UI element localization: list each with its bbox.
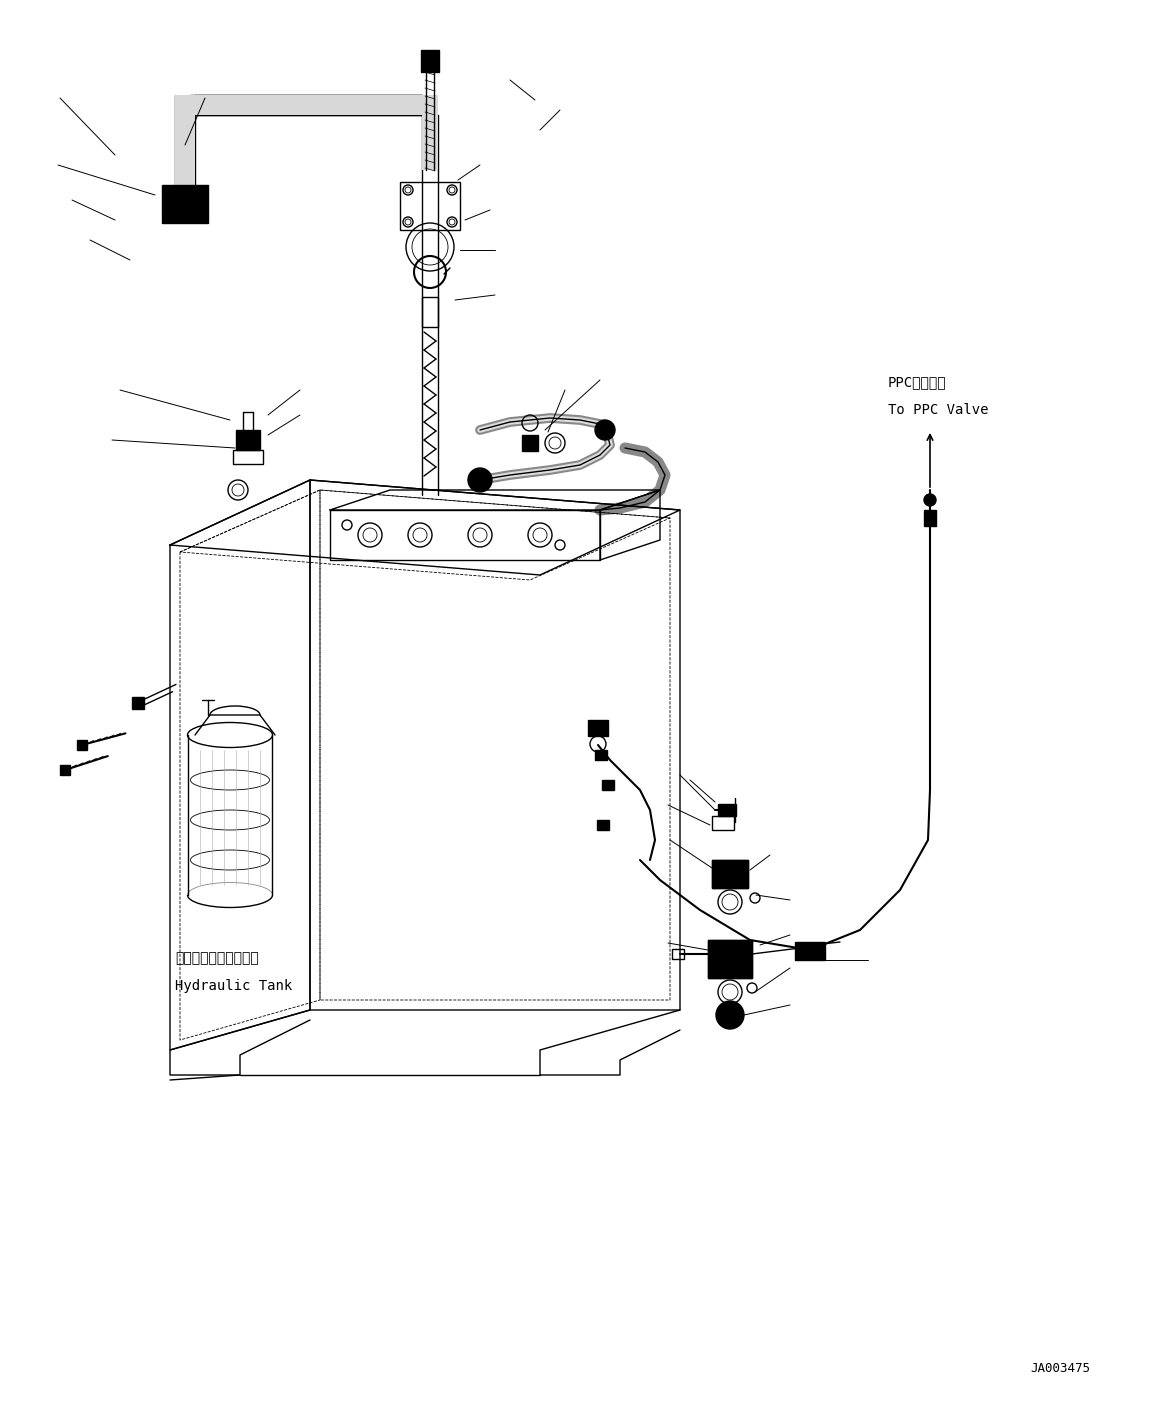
Bar: [131, 697, 144, 708]
Bar: [708, 940, 752, 978]
Text: PPCバルブへ: PPCバルブへ: [889, 375, 947, 389]
Bar: [422, 297, 438, 327]
Circle shape: [468, 468, 492, 492]
Bar: [595, 749, 607, 759]
Polygon shape: [195, 95, 438, 115]
Circle shape: [595, 420, 615, 440]
Bar: [597, 820, 609, 830]
Bar: [588, 720, 608, 737]
Bar: [712, 816, 734, 830]
Text: To PPC Valve: To PPC Valve: [889, 403, 989, 417]
Bar: [400, 182, 461, 230]
Text: ハイドロリックタンク: ハイドロリックタンク: [174, 952, 258, 964]
Bar: [718, 805, 736, 816]
Circle shape: [716, 1001, 744, 1029]
Bar: [60, 765, 70, 775]
Bar: [712, 860, 748, 888]
Bar: [236, 430, 261, 450]
Bar: [795, 942, 825, 960]
Text: Hydraulic Tank: Hydraulic Tank: [174, 978, 292, 993]
Bar: [162, 185, 208, 223]
Polygon shape: [422, 115, 438, 170]
Bar: [421, 49, 438, 72]
Bar: [672, 949, 684, 959]
Text: JA003475: JA003475: [1030, 1362, 1090, 1374]
Bar: [708, 940, 752, 978]
Bar: [712, 860, 748, 888]
Bar: [233, 450, 263, 464]
Polygon shape: [174, 95, 195, 185]
Bar: [77, 740, 87, 749]
Bar: [522, 436, 538, 451]
Circle shape: [923, 493, 936, 506]
Bar: [602, 781, 614, 790]
Bar: [725, 950, 736, 969]
Bar: [923, 510, 936, 526]
